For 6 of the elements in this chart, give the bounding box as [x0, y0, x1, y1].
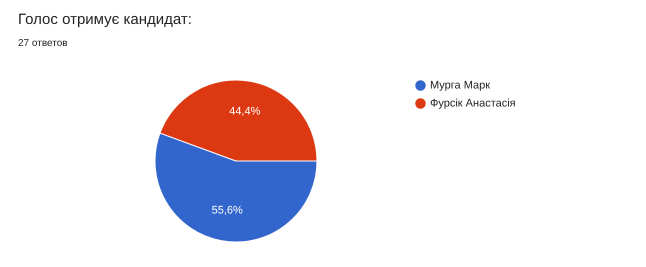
text: 27 ответов [18, 38, 68, 49]
legend-label: Мурга Марк [430, 80, 490, 92]
legend-label: Фурсік Анастасія [430, 98, 516, 110]
data-label: 44,4% [229, 106, 261, 118]
data-label: 55,6% [212, 204, 244, 216]
chart-title: Голос отримує кандидат: [18, 11, 192, 28]
